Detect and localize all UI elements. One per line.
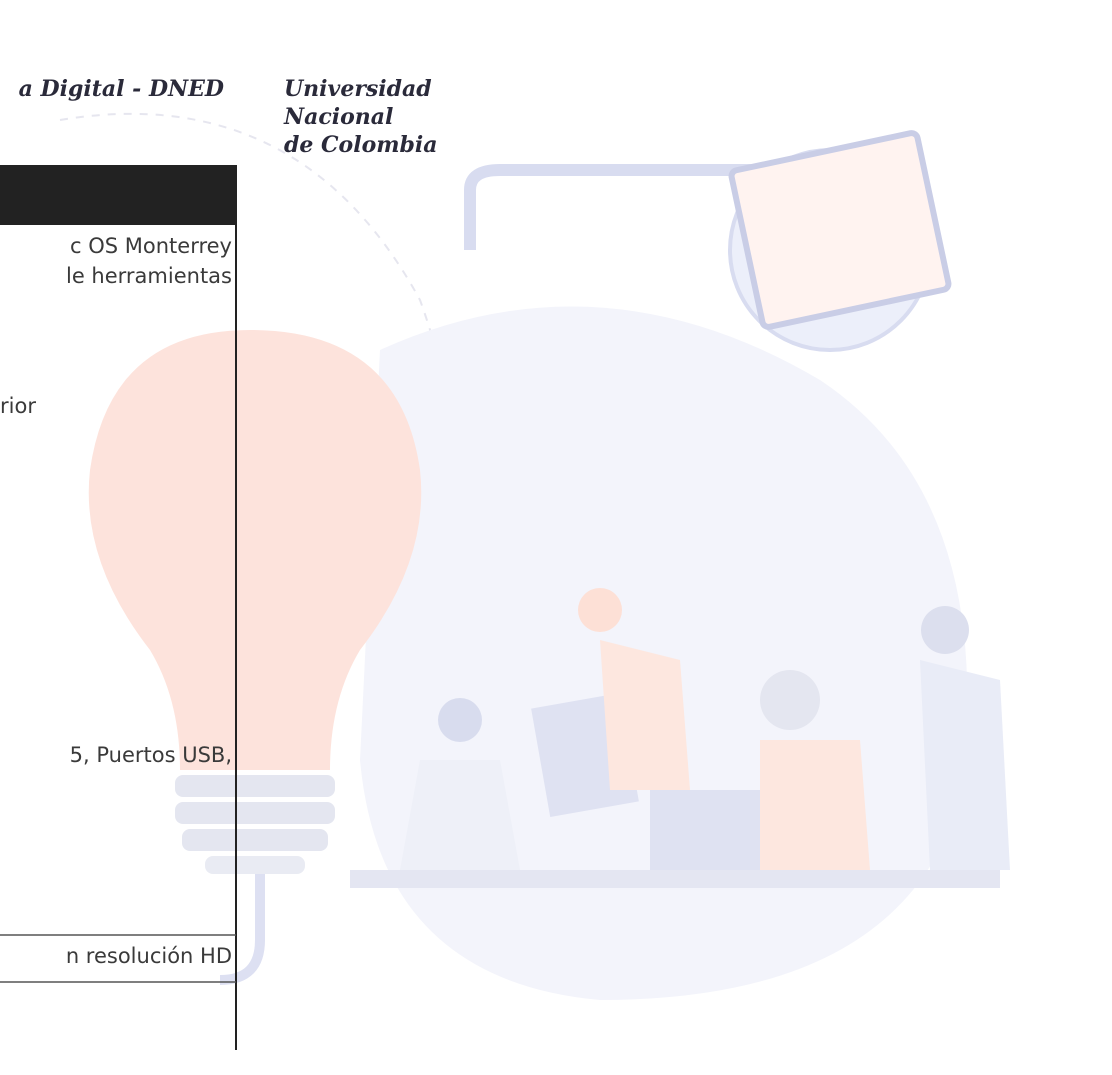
table-cell: n resolución HD bbox=[65, 944, 232, 968]
table-header-bar bbox=[0, 165, 236, 225]
table-cell: rior bbox=[0, 394, 36, 418]
university-line: Universidad bbox=[284, 76, 432, 102]
table-cell: le herramientas bbox=[66, 264, 232, 288]
table-cell: c OS Monterrey bbox=[70, 234, 232, 258]
unit-name: a Digital - DNED bbox=[18, 76, 224, 102]
table-cell: 5, Puertos USB, bbox=[69, 743, 232, 767]
university-line: Nacional bbox=[284, 104, 394, 130]
university-line: de Colombia bbox=[284, 132, 438, 158]
